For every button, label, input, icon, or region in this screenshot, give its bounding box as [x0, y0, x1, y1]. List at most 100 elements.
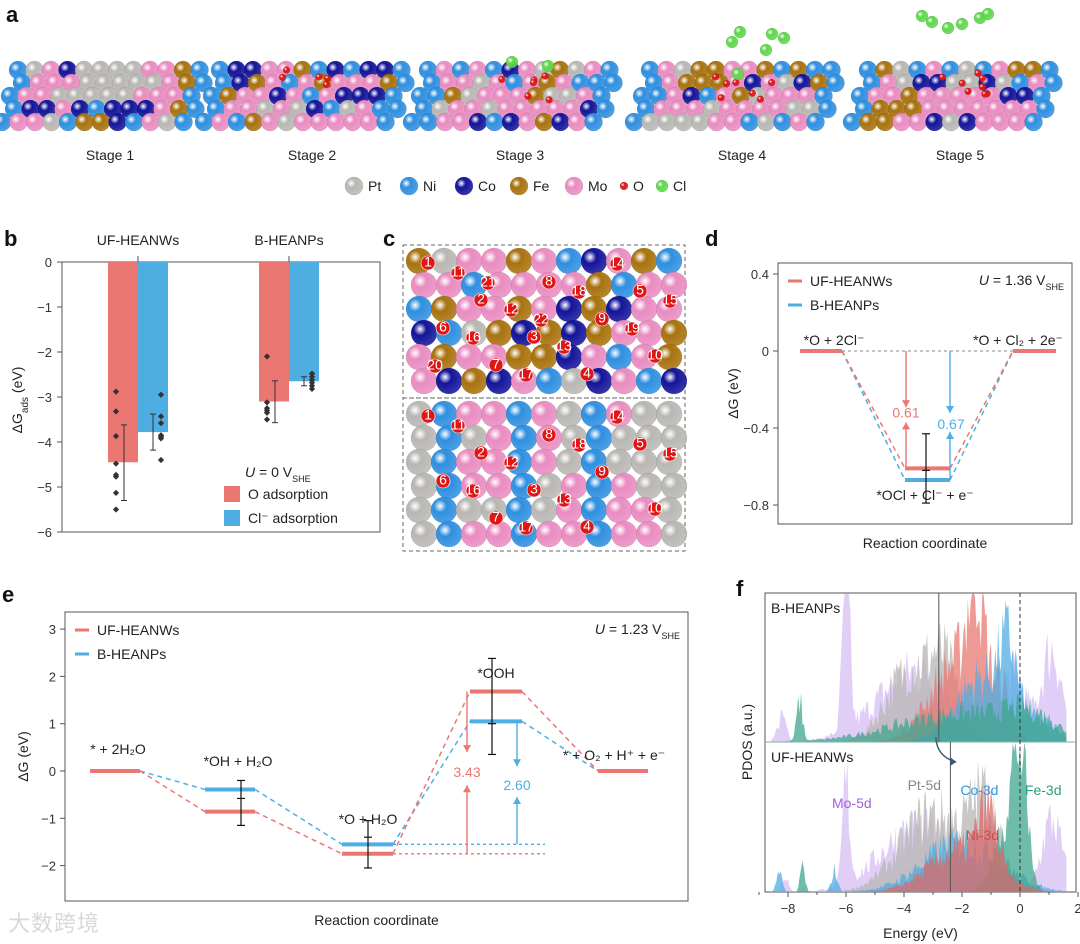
atom-pt: [277, 112, 296, 132]
atom-co: [605, 295, 633, 323]
atom-mo: [630, 295, 658, 323]
atom-cl: [765, 27, 779, 41]
atom-pt: [610, 424, 638, 452]
oxygen-site: [624, 321, 640, 337]
barrier-label-b: 0.67: [937, 416, 964, 432]
atom-cl: [955, 17, 969, 31]
pdos-area-b-heanps-pt-5d: [770, 622, 1067, 742]
x-tick-label: 2: [1074, 901, 1080, 916]
atom-pt: [405, 496, 433, 524]
series-label-ni-3d: Ni-3d: [966, 827, 999, 843]
atom-mo: [480, 247, 508, 275]
site-number: 22: [533, 311, 549, 327]
connector-dashed: [139, 770, 206, 791]
u-value: = 0 V: [255, 464, 293, 480]
site-number: 14: [609, 408, 625, 424]
connector-dashed: [392, 720, 471, 845]
atom-mo: [974, 112, 994, 132]
panel-a-stages: Stage 1 Stage 2 Stage 3 Stage 4 Stage 5: [0, 7, 1063, 163]
atom-pt: [674, 112, 693, 132]
atom-ni: [124, 112, 144, 132]
atom-ni: [505, 400, 533, 428]
y-tick-label: −3: [37, 390, 52, 405]
y-tick-label: −0.4: [743, 421, 769, 436]
atom-o: [756, 95, 765, 103]
site-number: 12: [503, 454, 519, 470]
site-number: 7: [492, 509, 500, 525]
oxygen-site: [420, 255, 436, 271]
atom-fe: [660, 319, 688, 347]
atom-mo: [455, 343, 483, 371]
data-point: [112, 489, 120, 496]
atom-o: [619, 181, 629, 191]
subplot-label: B-HEANPs: [771, 600, 840, 616]
legend-label: UF-HEANWs: [810, 273, 892, 289]
atom-mo: [1007, 112, 1027, 132]
barrier-label-b: 2.60: [503, 777, 530, 793]
atom-ni: [610, 271, 638, 299]
atom-ni: [585, 424, 613, 452]
state-label: * + 2H₂O: [90, 741, 146, 757]
atom-ni: [419, 112, 438, 132]
atom-mo: [310, 112, 329, 132]
site-number: 4: [583, 518, 591, 534]
site-number: 17: [518, 366, 534, 382]
barrier-label-uf: 3.43: [453, 764, 480, 780]
atom-pt: [756, 112, 776, 132]
atom-mo: [991, 112, 1010, 132]
atom-pt: [690, 112, 710, 132]
x-axis-label: Reaction coordinate: [314, 912, 439, 928]
site-number: 16: [465, 482, 481, 498]
atom-pt: [555, 448, 583, 476]
atom-fe: [91, 112, 111, 132]
connector-dashed: [392, 691, 471, 855]
data-point: [263, 353, 271, 360]
y-tick-label: 3: [49, 622, 56, 637]
atom-mo: [452, 112, 471, 132]
legend-label: B-HEANPs: [97, 646, 166, 662]
oxygen-site: [480, 275, 496, 291]
oxygen-site: [518, 520, 534, 536]
atom-mo: [535, 520, 563, 548]
stage-label: Stage 1: [86, 147, 134, 163]
atom-co: [108, 112, 127, 132]
oxygen-site: [526, 329, 542, 345]
site-number: 9: [598, 310, 606, 326]
atom-o: [711, 73, 720, 81]
legend-label: Cl⁻ adsorption: [248, 510, 338, 526]
atom-pt: [635, 472, 663, 500]
data-point: [263, 409, 271, 416]
atom-ni: [555, 247, 583, 275]
y-tick-label: −1: [37, 300, 52, 315]
atom-co: [454, 176, 474, 196]
data-point: [308, 373, 316, 380]
stage-model-4: [624, 25, 845, 132]
x-tick-label: −8: [781, 901, 796, 916]
site-number: 3: [530, 328, 538, 344]
atom-co: [410, 319, 438, 347]
atom-mo: [435, 112, 455, 132]
atom-ni: [485, 112, 504, 132]
atom-pt: [455, 496, 483, 524]
oxygen-site: [503, 455, 519, 471]
atom-o: [717, 94, 725, 102]
connector-dashed: [139, 770, 206, 813]
atom-cl: [759, 43, 773, 57]
site-number: 2: [477, 444, 485, 460]
atom-o: [278, 73, 287, 82]
y-tick-label: −2: [41, 859, 56, 874]
atom-fe: [244, 112, 263, 132]
series-label-co-3d: Co-3d: [960, 782, 998, 798]
oxygen-site: [571, 284, 587, 300]
atom-fe: [509, 176, 529, 196]
atom-pt: [605, 448, 633, 476]
atom-co: [580, 247, 608, 275]
atom-ni: [535, 367, 563, 395]
data-point: [308, 379, 316, 386]
atom-mo: [343, 112, 362, 132]
site-number: 11: [451, 264, 466, 280]
oxygen-site: [541, 274, 557, 290]
legend-label-o: O: [633, 178, 644, 194]
site-number: 12: [503, 301, 519, 317]
